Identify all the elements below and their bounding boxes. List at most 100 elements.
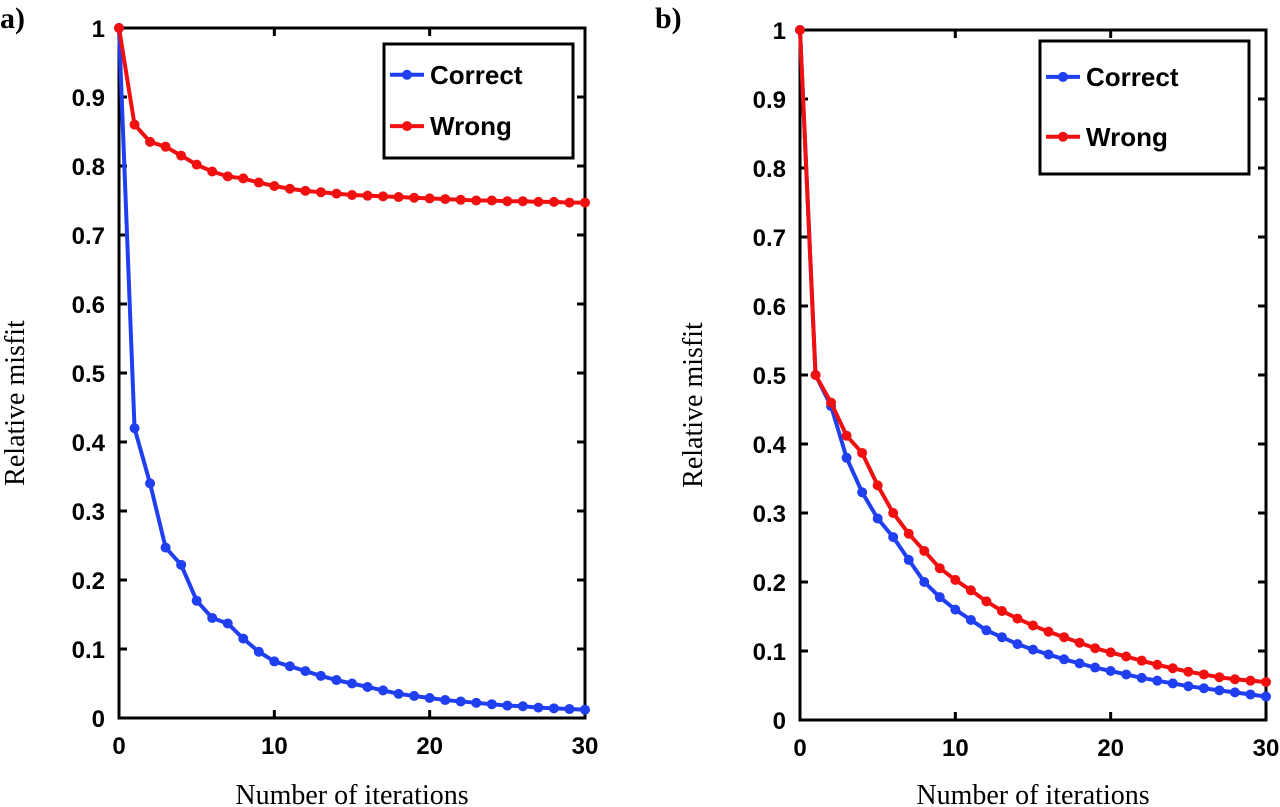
data-point-wrong xyxy=(300,185,311,196)
data-point-correct xyxy=(1245,689,1256,700)
data-point-wrong xyxy=(857,447,868,458)
data-point-wrong xyxy=(331,188,342,199)
data-point-wrong xyxy=(533,196,544,207)
data-point-correct xyxy=(1074,658,1085,669)
data-point-correct xyxy=(129,423,140,434)
data-point-wrong xyxy=(238,173,249,184)
data-point-wrong xyxy=(1028,620,1038,631)
y-tick-label: 0.7 xyxy=(753,225,786,252)
data-point-wrong xyxy=(1043,626,1054,637)
y-tick-label: 0.3 xyxy=(72,499,105,526)
x-tick-label: 10 xyxy=(942,735,969,762)
series-correct xyxy=(114,23,590,715)
data-point-wrong xyxy=(315,187,326,198)
legend: Correct Wrong xyxy=(382,42,575,160)
panel-label: a) xyxy=(0,2,25,35)
data-point-correct xyxy=(1121,669,1132,680)
data-point-correct xyxy=(284,661,295,672)
data-point-wrong xyxy=(1229,674,1240,685)
data-point-correct xyxy=(1183,681,1194,692)
data-point-wrong xyxy=(1152,659,1163,670)
data-point-correct xyxy=(580,704,590,715)
data-point-wrong xyxy=(888,508,899,518)
data-point-wrong xyxy=(191,159,202,170)
chart-panel-a: a)00.10.20.30.40.50.60.70.80.910 10 20 30Nu… xyxy=(0,2,598,807)
data-point-wrong xyxy=(471,195,482,206)
data-point-correct xyxy=(564,704,575,715)
data-point-correct xyxy=(903,554,914,565)
data-point-wrong xyxy=(919,545,930,556)
data-point-correct xyxy=(300,666,311,677)
data-point-correct xyxy=(981,625,992,636)
data-point-correct xyxy=(1152,675,1163,686)
data-point-wrong xyxy=(965,585,976,596)
data-point-correct xyxy=(950,604,961,615)
data-point-correct xyxy=(533,702,544,713)
data-point-wrong xyxy=(1214,672,1225,683)
data-point-correct xyxy=(315,670,326,681)
data-point-wrong xyxy=(1183,666,1194,677)
data-point-wrong xyxy=(502,196,513,207)
y-tick-label: 0.7 xyxy=(72,223,105,250)
y-tick-label: 0.5 xyxy=(753,363,786,390)
legend-marker-wrong xyxy=(402,121,412,132)
data-point-wrong xyxy=(424,193,435,204)
data-point-wrong xyxy=(222,171,233,182)
data-point-correct xyxy=(393,688,404,699)
y-tick-label: 0.9 xyxy=(72,85,105,112)
data-point-correct xyxy=(486,699,497,710)
x-tick-label: 0 xyxy=(112,733,125,760)
data-point-correct xyxy=(1198,683,1209,694)
data-point-wrong xyxy=(1012,613,1023,624)
legend-marker-correct xyxy=(1058,71,1068,82)
data-point-wrong xyxy=(269,181,280,192)
data-point-correct xyxy=(1167,678,1178,689)
data-point-correct xyxy=(1043,649,1054,660)
data-point-correct xyxy=(1136,672,1147,683)
legend-label-correct: Correct xyxy=(1086,62,1179,92)
data-point-correct xyxy=(1105,666,1116,677)
data-point-correct xyxy=(362,681,373,692)
data-point-wrong xyxy=(409,192,420,203)
data-point-wrong xyxy=(1245,675,1256,686)
data-point-correct xyxy=(934,592,945,603)
series-wrong xyxy=(114,23,590,208)
data-point-correct xyxy=(424,692,435,703)
y-tick-label: 0.4 xyxy=(753,432,787,459)
data-point-correct xyxy=(331,675,342,686)
y-tick-label: 0.1 xyxy=(753,639,786,666)
y-tick-label: 0.1 xyxy=(72,637,105,664)
data-point-wrong xyxy=(440,194,451,205)
data-point-wrong xyxy=(517,196,528,207)
y-tick-label: 0.8 xyxy=(72,154,105,181)
y-tick-label: 0.2 xyxy=(72,568,105,595)
x-tick-label: 20 xyxy=(1097,735,1124,762)
data-point-wrong xyxy=(145,136,156,147)
data-point-correct xyxy=(548,703,559,714)
x-tick-label: 30 xyxy=(1253,735,1280,762)
data-point-wrong xyxy=(1074,637,1085,648)
legend-box xyxy=(382,42,575,160)
data-point-correct xyxy=(919,577,930,587)
data-point-wrong xyxy=(950,574,961,585)
data-point-correct xyxy=(872,513,883,524)
legend-label-wrong: Wrong xyxy=(1086,122,1168,152)
data-point-wrong xyxy=(580,197,590,208)
x-axis-title: Number of iterations xyxy=(916,780,1149,807)
data-point-wrong xyxy=(1121,651,1132,662)
x-tick-label: 30 xyxy=(572,733,599,760)
data-point-correct xyxy=(471,697,482,708)
y-tick-label: 0.8 xyxy=(753,156,786,183)
y-tick-label: 0.4 xyxy=(72,430,106,457)
data-point-wrong xyxy=(934,563,945,574)
x-axis-title: Number of iterations xyxy=(235,780,468,807)
y-tick-label: 0.3 xyxy=(753,501,786,528)
chart-panel-b: b)00.10.20.30.40.50.60.70.80.910 10 20 30Nu… xyxy=(655,2,1279,807)
data-point-correct xyxy=(1012,639,1023,650)
data-point-wrong xyxy=(1167,663,1178,674)
data-point-wrong xyxy=(207,166,218,177)
data-point-wrong xyxy=(1136,655,1147,666)
data-point-correct xyxy=(841,452,852,463)
data-point-wrong xyxy=(564,197,575,208)
y-tick-label: 1 xyxy=(92,16,105,43)
